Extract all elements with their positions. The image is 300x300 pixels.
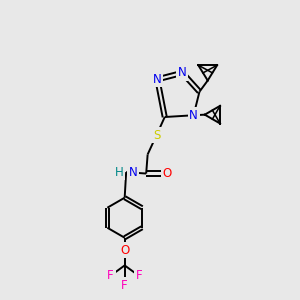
Text: H: H	[115, 166, 124, 178]
Text: N: N	[178, 66, 187, 80]
Text: N: N	[189, 109, 198, 122]
Text: S: S	[153, 129, 160, 142]
Text: N: N	[128, 166, 137, 178]
Text: F: F	[122, 279, 128, 292]
Text: O: O	[120, 244, 129, 256]
Text: O: O	[163, 167, 172, 180]
Text: F: F	[107, 269, 114, 282]
Text: F: F	[136, 269, 142, 282]
Text: N: N	[153, 73, 162, 86]
